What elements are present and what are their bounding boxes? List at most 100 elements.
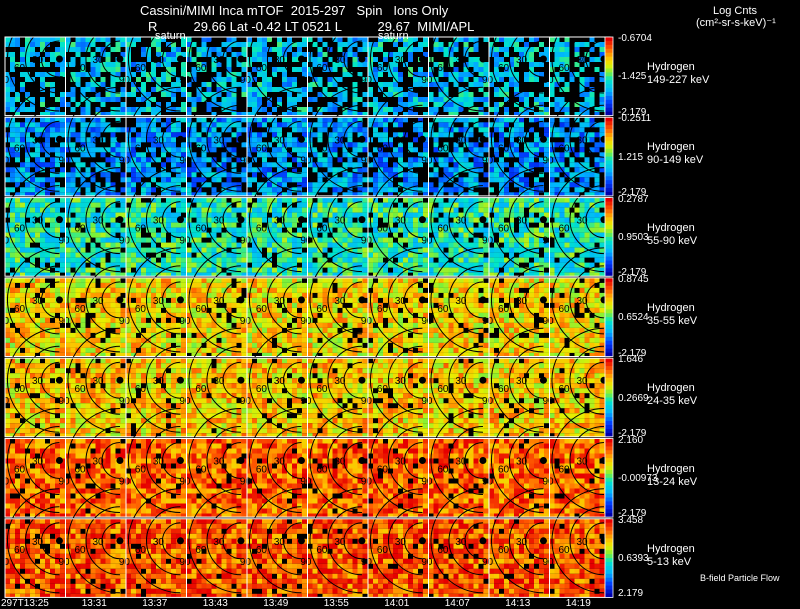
- heatmap-cell: [181, 152, 186, 158]
- heatmap-cell: [292, 267, 297, 273]
- heatmap-cell: [206, 47, 212, 52]
- heatmap-cell: [272, 107, 277, 112]
- heatmap-cell: [211, 112, 217, 116]
- heatmap-cell: [272, 242, 277, 248]
- contour-label: 60: [558, 224, 570, 235]
- heatmap-cell: [423, 227, 428, 233]
- heatmap-cell: [473, 272, 479, 277]
- heatmap-cell: [453, 97, 459, 102]
- heatmap-cell: [141, 162, 146, 168]
- heatmap-cell: [166, 182, 171, 188]
- heatmap-cell: [337, 182, 343, 188]
- heatmap-cell: [307, 162, 313, 168]
- heatmap-cell: [287, 232, 292, 238]
- contour-arc: [490, 86, 544, 192]
- heatmap-cell: [292, 222, 297, 228]
- heatmap-cell: [574, 257, 580, 263]
- heatmap-cell: [206, 217, 212, 223]
- heatmap-cell: [201, 127, 207, 133]
- heatmap-cell: [75, 237, 81, 243]
- heatmap-cell: [25, 142, 30, 148]
- heatmap-cell: [559, 117, 565, 123]
- heatmap-cell: [302, 272, 307, 277]
- heatmap-cell: [559, 257, 565, 263]
- heatmap-cell: [70, 237, 76, 243]
- heatmap-cell: [277, 257, 282, 263]
- heatmap-cell: [126, 262, 131, 268]
- heatmap-cell: [287, 222, 292, 228]
- heatmap-cell: [569, 142, 575, 148]
- heatmap-cell: [25, 237, 30, 243]
- heatmap-cell: [579, 167, 585, 173]
- heatmap-cell: [15, 257, 20, 263]
- heatmap-cell: [489, 252, 494, 258]
- heatmap-cell: [438, 272, 444, 277]
- heatmap-cell: [504, 87, 509, 92]
- heatmap-cell: [241, 82, 247, 87]
- heatmap-cell: [357, 72, 363, 77]
- heatmap-cell: [10, 147, 15, 153]
- heatmap-cell: [120, 67, 126, 72]
- heatmap-cell: [262, 202, 267, 208]
- heatmap-cell: [45, 122, 50, 128]
- heatmap-cell: [418, 132, 423, 138]
- heatmap-cell: [115, 77, 121, 82]
- heatmap-cell: [35, 182, 40, 188]
- heatmap-cell: [110, 92, 116, 97]
- heatmap-cell: [206, 272, 212, 277]
- heatmap-cell: [10, 292, 15, 298]
- heatmap-panel: [428, 37, 489, 116]
- heatmap-cell: [529, 57, 534, 62]
- contour-arc: [327, 104, 362, 174]
- heatmap-cell: [519, 152, 524, 158]
- heatmap-cell: [458, 77, 464, 82]
- heatmap-cell: [292, 212, 297, 218]
- heatmap-cell: [136, 227, 141, 233]
- heatmap-cell: [473, 227, 479, 233]
- colorbar-segment: [605, 180, 613, 185]
- heatmap-cell: [473, 82, 479, 87]
- heatmap-cell: [317, 197, 323, 203]
- heatmap-cell: [262, 162, 267, 168]
- heatmap-cell: [337, 257, 343, 263]
- heatmap-cell: [196, 207, 202, 213]
- heatmap-cell: [559, 162, 565, 168]
- heatmap-cell: [463, 232, 469, 238]
- heatmap-cell: [499, 72, 504, 77]
- heatmap-cell: [368, 177, 373, 183]
- heatmap-cell: [70, 107, 76, 112]
- heatmap-cell: [236, 62, 242, 67]
- heatmap-cell: [120, 207, 126, 213]
- heatmap-cell: [468, 37, 474, 42]
- heatmap-cell: [443, 202, 449, 208]
- heatmap-cell: [252, 112, 257, 116]
- heatmap-cell: [332, 82, 338, 87]
- heatmap-cell: [599, 157, 605, 163]
- heatmap-cell: [443, 172, 449, 178]
- heatmap-cell: [483, 272, 489, 277]
- heatmap-cell: [282, 232, 287, 238]
- heatmap-cell: [20, 82, 25, 87]
- heatmap-cell: [211, 147, 217, 153]
- heatmap-cell: [514, 147, 519, 153]
- heatmap-cell: [352, 87, 358, 92]
- heatmap-cell: [352, 222, 358, 228]
- heatmap-cell: [171, 187, 176, 193]
- heatmap-cell: [342, 132, 348, 138]
- heatmap-cell: [110, 157, 116, 163]
- heatmap-cell: [267, 242, 272, 248]
- heatmap-cell: [221, 102, 227, 107]
- heatmap-cell: [241, 222, 247, 228]
- heatmap-cell: [478, 107, 484, 112]
- heatmap-cell: [201, 122, 207, 128]
- heatmap-cell: [297, 122, 302, 128]
- heatmap-cell: [383, 112, 388, 116]
- heatmap-cell: [494, 52, 499, 57]
- heatmap-cell: [418, 67, 423, 72]
- heatmap-cell: [307, 247, 313, 253]
- heatmap-cell: [327, 242, 333, 248]
- heatmap-cell: [368, 247, 373, 253]
- heatmap-cell: [352, 142, 358, 148]
- colorbar-segment: [605, 248, 613, 254]
- heatmap-cell: [211, 197, 217, 203]
